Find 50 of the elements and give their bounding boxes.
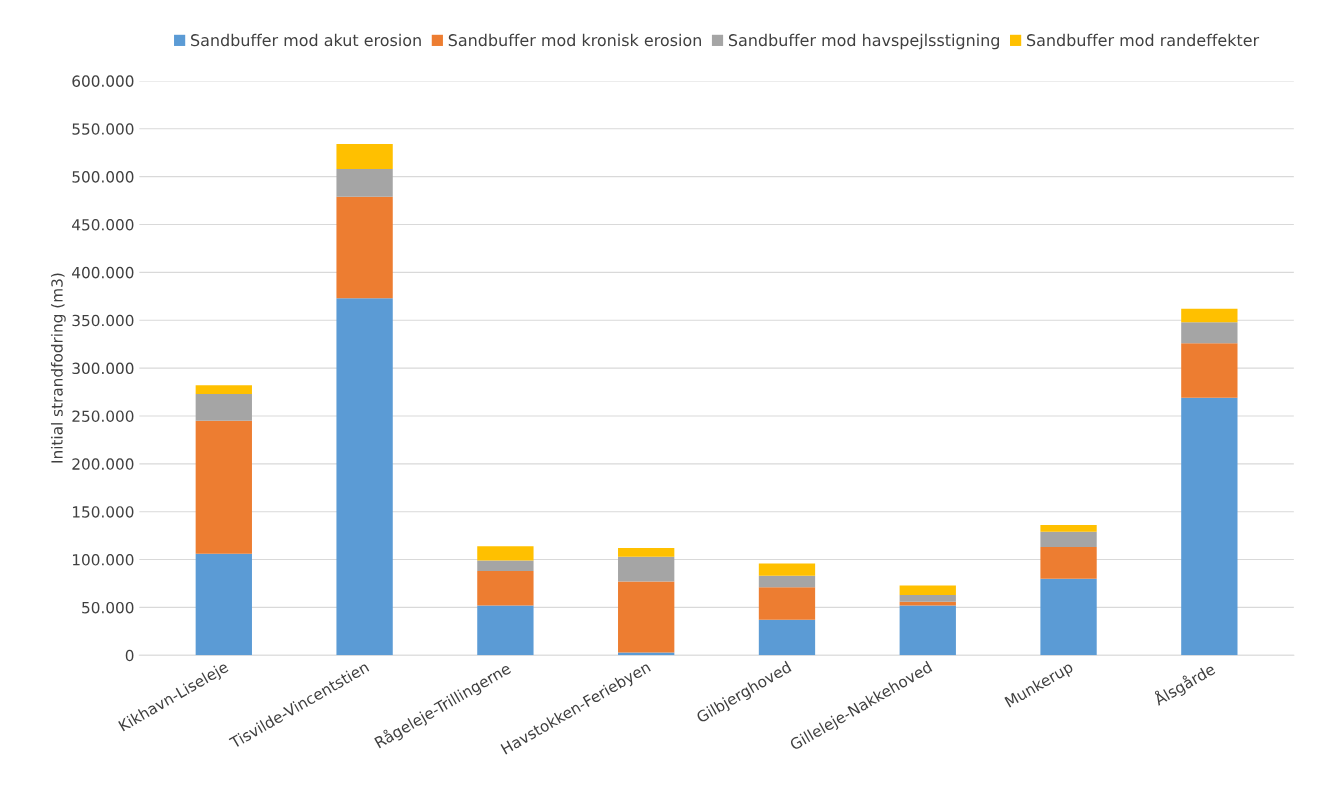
bar (1040, 547, 1097, 579)
bar (336, 168, 393, 197)
y-tick-label: 600.000 (72, 75, 134, 87)
bar (618, 652, 675, 656)
y-tick-label: 500.000 (72, 171, 134, 183)
legend-label: Sandbuffer mod kronisk erosion (448, 33, 701, 47)
bar (758, 575, 816, 588)
legend-label: Sandbuffer mod randeffekter (1027, 33, 1260, 47)
y-tick-label: 100.000 (72, 554, 134, 566)
y-tick-label: 250.000 (72, 410, 134, 422)
bar (336, 196, 393, 299)
y-tick-label: 200.000 (72, 458, 134, 470)
y-tick-label: 450.000 (72, 218, 134, 231)
y-axis-title: Initial strandfodring (m3) (50, 273, 66, 463)
bar (758, 563, 816, 576)
y-tick-label: 50.000 (82, 601, 134, 614)
bar (1181, 397, 1238, 656)
bar (899, 585, 956, 595)
bar (1040, 525, 1097, 532)
bar (758, 619, 816, 656)
bar (758, 587, 816, 620)
bar (195, 393, 252, 421)
bar (899, 601, 956, 606)
bar (336, 298, 393, 656)
y-tick-label: 150.000 (72, 506, 134, 518)
y-tick-label: 350.000 (72, 314, 134, 327)
bar (195, 553, 252, 656)
y-tick-label: 300.000 (72, 362, 134, 375)
bar (1181, 343, 1238, 398)
bar (1181, 322, 1238, 344)
bar (1040, 531, 1097, 548)
bar (477, 546, 534, 561)
bar (477, 605, 534, 656)
bar (899, 594, 956, 602)
bar (195, 420, 252, 554)
bar (618, 556, 675, 582)
bar (1040, 578, 1097, 656)
bar (477, 560, 534, 572)
bar (1181, 308, 1238, 323)
bar (336, 144, 393, 169)
legend-label: Sandbuffer mod akut erosion (191, 33, 421, 47)
bar (618, 581, 675, 653)
bar (899, 605, 956, 656)
legend-label: Sandbuffer mod havspejlsstigning (728, 33, 999, 50)
bar (618, 548, 675, 557)
y-tick-label: 400.000 (72, 266, 134, 279)
bar (195, 385, 252, 394)
bar (477, 571, 534, 606)
y-tick-label: 0 (125, 649, 134, 662)
y-tick-label: 550.000 (72, 123, 134, 135)
